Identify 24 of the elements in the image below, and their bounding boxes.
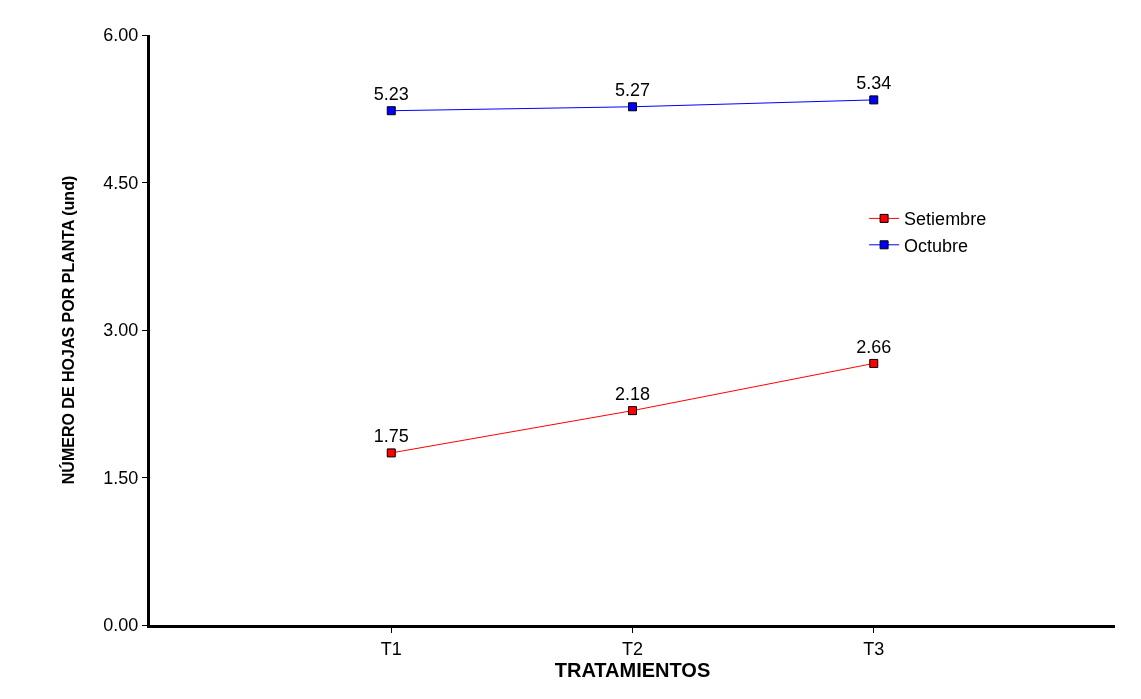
legend-label: Octubre [904, 235, 969, 256]
x-tick-label: T1 [380, 638, 402, 659]
y-axis-title: NÚMERO DE HOJAS POR PLANTA (und) [59, 175, 78, 485]
point [869, 358, 879, 368]
data-label: 5.34 [856, 73, 892, 94]
data-label: 2.18 [614, 384, 651, 405]
y-tick-label: 6.00 [103, 25, 139, 46]
point [869, 95, 879, 105]
y-tick-label: 1.50 [103, 467, 139, 488]
y-tick-label: 3.00 [103, 320, 139, 341]
data-label: 1.75 [373, 426, 409, 447]
x-tick-label: T2 [621, 638, 644, 659]
x-axis-title: TRATAMIENTOS [554, 658, 711, 681]
point [386, 448, 396, 458]
y-tick-label: 4.50 [103, 172, 139, 193]
legend-label: Setiembre [904, 209, 987, 230]
data-label: 5.23 [373, 84, 409, 105]
data-label: 2.66 [856, 336, 892, 357]
point [628, 102, 637, 112]
point [386, 106, 396, 116]
y-tick-label: 0.00 [103, 615, 139, 636]
x-tick-label: T3 [863, 638, 885, 659]
point [628, 406, 637, 416]
data-label: 5.27 [614, 80, 651, 101]
